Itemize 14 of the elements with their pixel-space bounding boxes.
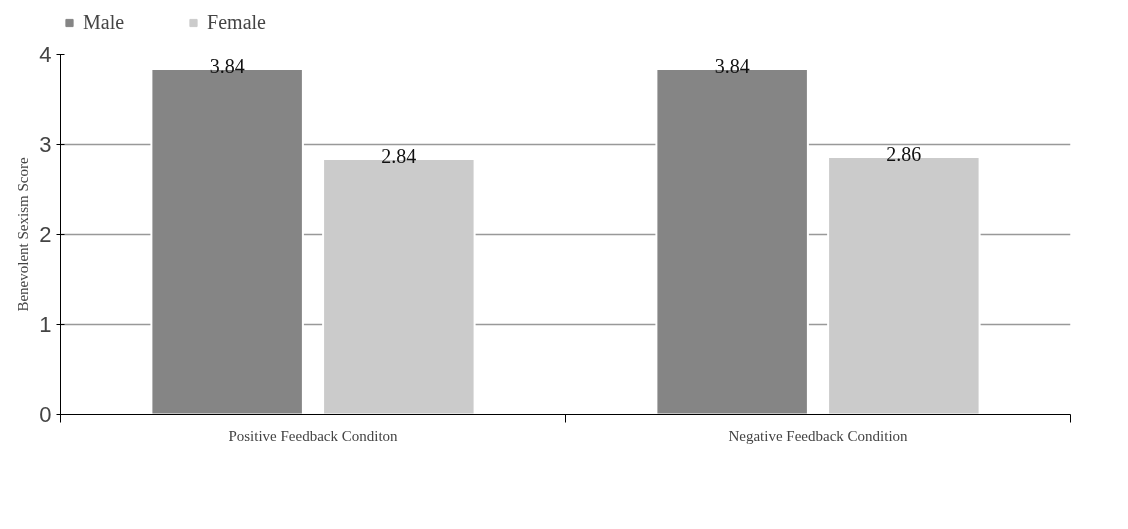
data-label: 3.84 [209, 54, 245, 77]
data-label: 2.86 [886, 143, 922, 166]
y-tick-label: 3 [39, 132, 52, 157]
y-tick-label: 1 [39, 312, 52, 337]
y-axis-title: Benevolent Sexism Score [15, 157, 32, 312]
y-tick-label: 2 [39, 222, 52, 247]
y-tick-label: 0 [39, 402, 52, 427]
legend-label: Female [207, 10, 266, 34]
x-tick-label: Positive Feedback Conditon [228, 427, 399, 444]
legend-label: Male [83, 10, 125, 34]
data-label: 3.84 [714, 54, 750, 77]
data-label: 2.84 [381, 144, 417, 167]
y-tick-label: 4 [39, 42, 52, 67]
x-tick-label: Negative Feedback Condition [728, 427, 909, 444]
